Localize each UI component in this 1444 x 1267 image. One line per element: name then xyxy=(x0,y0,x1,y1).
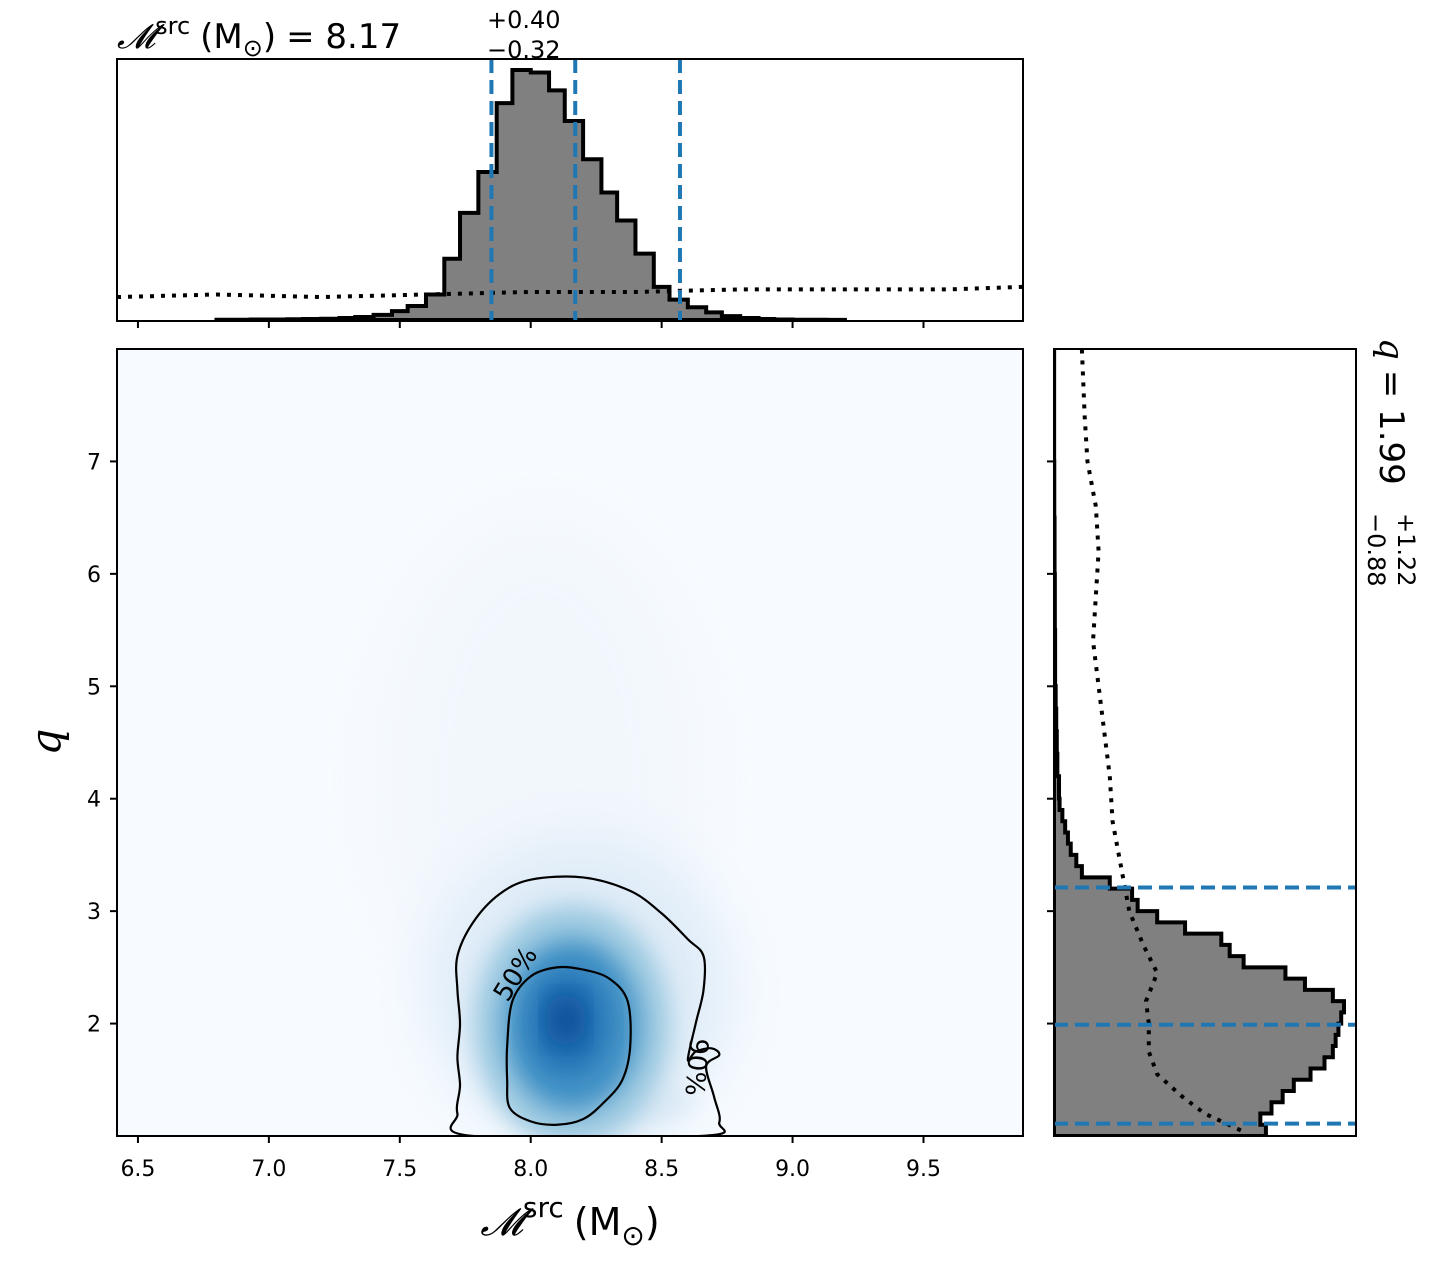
x-tick-label: 7.5 xyxy=(382,1157,417,1182)
right-panel-y-ticks xyxy=(1047,460,1054,1025)
chirp-mass-posterior-histogram xyxy=(214,68,847,321)
chirp-mass-title-close: ) xyxy=(263,17,276,57)
contour-90-percent xyxy=(449,875,726,1136)
y-tick-label: 7 xyxy=(87,450,101,475)
mass-ratio-lower-error: −0.88 xyxy=(1362,513,1390,587)
joint-x-ticks: 6.5 7.0 7.5 8.0 8.5 9.0 9.5 xyxy=(120,1136,941,1182)
chirp-mass-upper-error: +0.40 xyxy=(487,6,561,34)
x-tick-label: 9.0 xyxy=(775,1157,810,1182)
svg-text:q= 1.99: q = 1.99 xyxy=(1371,338,1411,485)
top-panel-x-ticks xyxy=(136,321,925,328)
chirp-mass-title-unit: (M xyxy=(200,17,243,57)
x-tick-label: 9.5 xyxy=(906,1157,941,1182)
x-axis-label-unit: (M xyxy=(574,1200,622,1244)
x-axis-label-sup: src xyxy=(523,1191,564,1224)
chirp-mass-title-sun: ⊙ xyxy=(243,34,263,62)
mass-ratio-title: q = 1.99 +1.22 −0.88 xyxy=(1362,338,1420,587)
mass-ratio-prior-curve xyxy=(1079,349,1242,1133)
x-tick-label: 8.5 xyxy=(644,1157,679,1182)
y-tick-label: 4 xyxy=(87,788,101,813)
joint-density-panel: 50% 90% 6.5 7.0 7.5 8.0 8.5 9.0 9.5 2 3 4 5 6 7 xyxy=(87,348,1024,1182)
contour-50-percent xyxy=(505,965,632,1126)
chirp-mass-title: 𝓜src (M⊙) = 8.17 xyxy=(117,12,401,62)
mass-ratio-upper-error: +1.22 xyxy=(1392,513,1420,587)
chirp-mass-quantile-lines xyxy=(489,59,682,321)
y-tick-label: 3 xyxy=(87,900,101,925)
mass-ratio-quantile-lines xyxy=(1054,885,1356,1126)
x-tick-label: 8.0 xyxy=(513,1157,548,1182)
mass-ratio-posterior-histogram xyxy=(1054,349,1346,1136)
chirp-mass-title-value: = 8.17 xyxy=(286,17,401,57)
y-axis-label: q xyxy=(21,729,70,756)
mass-ratio-histogram-panel xyxy=(1047,348,1357,1137)
y-tick-label: 2 xyxy=(87,1013,101,1038)
contour-90-label: 90% xyxy=(678,1037,713,1097)
mass-ratio-title-symbol: q xyxy=(1371,338,1411,360)
x-axis-label-close: ) xyxy=(645,1200,660,1244)
y-tick-label: 5 xyxy=(87,675,101,700)
x-tick-label: 7.0 xyxy=(251,1157,286,1182)
chirp-mass-lower-error: −0.32 xyxy=(487,36,561,64)
y-tick-label: 6 xyxy=(87,563,101,588)
chirp-mass-title-sup: src xyxy=(155,12,190,40)
x-axis-label-sun: ⊙ xyxy=(621,1219,644,1252)
x-tick-label: 6.5 xyxy=(120,1157,155,1182)
mass-ratio-title-value: = 1.99 xyxy=(1371,370,1411,485)
joint-y-ticks: 2 3 4 5 6 7 xyxy=(87,450,117,1038)
chirp-mass-histogram-panel xyxy=(116,58,1024,328)
density-heatmap: 50% 90% xyxy=(380,520,730,1136)
x-axis-label: 𝓜src (M⊙) xyxy=(480,1191,659,1252)
